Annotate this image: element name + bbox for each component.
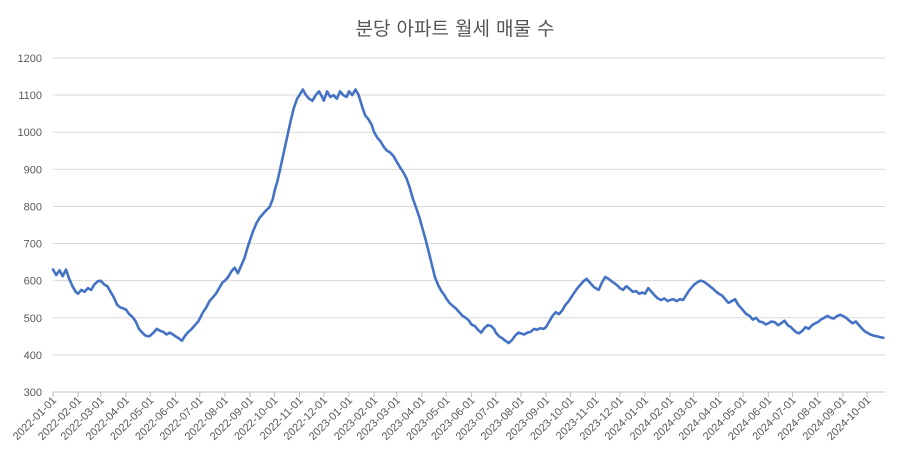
y-tick-labels: 300 400 500 600 700 800 900 1000 1100 1200	[18, 53, 42, 399]
y-tick-label: 600	[24, 276, 42, 288]
axes	[52, 391, 885, 397]
y-tick-label: 1200	[18, 53, 42, 65]
y-tick-label: 700	[24, 239, 42, 251]
y-tick-label: 1000	[18, 127, 42, 139]
x-tick-labels: 2022-01-012022-02-012022-03-012022-04-01…	[11, 395, 873, 443]
series	[51, 88, 885, 345]
series-line	[51, 88, 885, 345]
y-tick-label: 500	[24, 313, 42, 325]
y-tick-label: 400	[24, 350, 42, 362]
chart-title: 분당 아파트 월세 매물 수	[355, 18, 555, 40]
y-tick-label: 1100	[18, 90, 42, 102]
y-tick-label: 900	[24, 164, 42, 176]
y-tick-label: 300	[24, 387, 42, 399]
y-tick-label: 800	[24, 201, 42, 213]
gridlines	[53, 57, 885, 356]
